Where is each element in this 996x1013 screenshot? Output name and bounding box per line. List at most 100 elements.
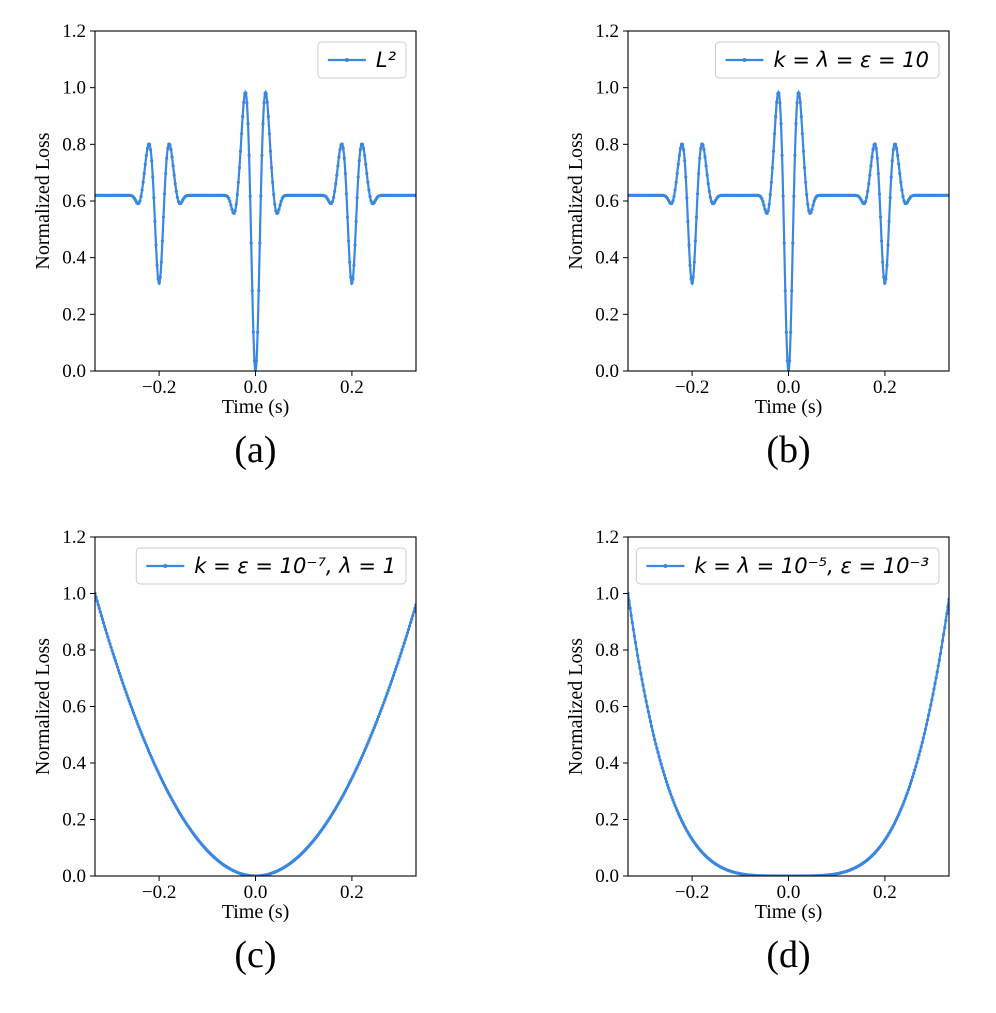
y-axis-label: Normalized Loss [565,638,587,775]
data-point [644,699,648,703]
data-point [130,708,135,712]
data-point [629,613,633,618]
x-tick-label: −0.2 [142,882,176,903]
data-point [152,196,156,200]
data-point [678,146,683,150]
data-point [337,155,341,159]
data-point [695,192,700,196]
data-point [863,199,868,204]
data-point [365,171,369,175]
y-tick-label: 0.0 [62,361,86,382]
data-point [338,147,342,152]
data-point [95,599,99,603]
data-point [274,209,278,213]
data-point [897,162,901,166]
data-point [151,175,155,179]
data-point [378,712,382,716]
data-point [780,153,784,157]
data-point [132,714,137,718]
data-point [652,733,656,737]
data-point [654,742,658,746]
data-point [352,263,356,267]
data-point [633,641,638,645]
data-point [637,660,641,664]
data-point [366,741,370,745]
data-point [692,260,696,264]
data-point [811,203,815,207]
data-point [227,196,231,201]
data-point [901,194,905,199]
data-point [389,679,393,684]
data-point [248,194,252,198]
series-line [628,593,949,876]
data-point [673,188,677,192]
data-point [398,654,402,658]
data-point [886,243,890,247]
data-point [697,172,701,176]
data-point [772,132,777,136]
data-point [385,692,389,696]
data-point [369,199,373,203]
y-tick-label: 0.0 [595,866,619,887]
data-point [915,761,919,765]
data-point [884,277,888,281]
legend-label: k = λ = 10⁻⁵, ε = 10⁻³ [694,554,929,578]
data-point [933,681,937,685]
data-point [883,281,887,285]
axes-frame [627,30,950,372]
data-point [646,710,650,714]
data-point [138,727,142,732]
panel-c: 0.0 0.2 0.4 0.6 0.8 1.0 1.2 −0.2 0.0 0.2 Time (s) N… [32,527,417,976]
data-point [662,773,666,777]
x-tick-label: −0.2 [675,377,709,398]
y-tick-label: 0.4 [62,248,86,269]
data-point [379,709,383,713]
data-point [108,642,112,646]
y-tick-label: 0.0 [62,866,86,887]
y-tick-label: 0.8 [595,134,619,155]
data-point [360,753,365,758]
data-point [906,788,910,792]
data-point [156,277,160,281]
data-point [232,211,236,215]
data-point [261,122,265,126]
data-point [268,149,273,153]
x-tick-label: 0.0 [244,377,268,398]
data-point [706,182,710,186]
data-point [113,658,117,663]
data-point [119,675,123,679]
y-tick-label: 0.2 [62,810,86,831]
data-point [169,147,173,152]
y-tick-label: 1.0 [62,584,86,605]
data-point [368,194,372,199]
data-point [140,733,144,737]
data-point [233,209,237,213]
data-point [143,741,147,745]
y-tick-label: 1.2 [62,21,86,42]
data-point [368,736,372,740]
x-tick-label: 0.2 [340,377,364,398]
data-point [896,153,900,158]
data-point [673,803,677,808]
data-point [143,162,147,166]
data-point [694,215,699,219]
data-point [930,698,934,702]
data-point [257,289,261,293]
data-point [909,778,914,782]
y-axis-label: Normalized Loss [565,132,587,269]
data-point [165,156,169,160]
data-point [881,260,885,264]
data-point [939,645,944,649]
data-point [687,243,691,247]
data-point [273,202,277,206]
data-point [790,289,794,293]
data-point [912,771,916,776]
y-tick-label: 1.0 [595,584,619,605]
data-point [350,281,354,285]
data-point [936,664,940,668]
legend-box [714,41,940,79]
data-point [360,142,365,146]
data-point [376,714,381,719]
data-point [405,631,410,635]
